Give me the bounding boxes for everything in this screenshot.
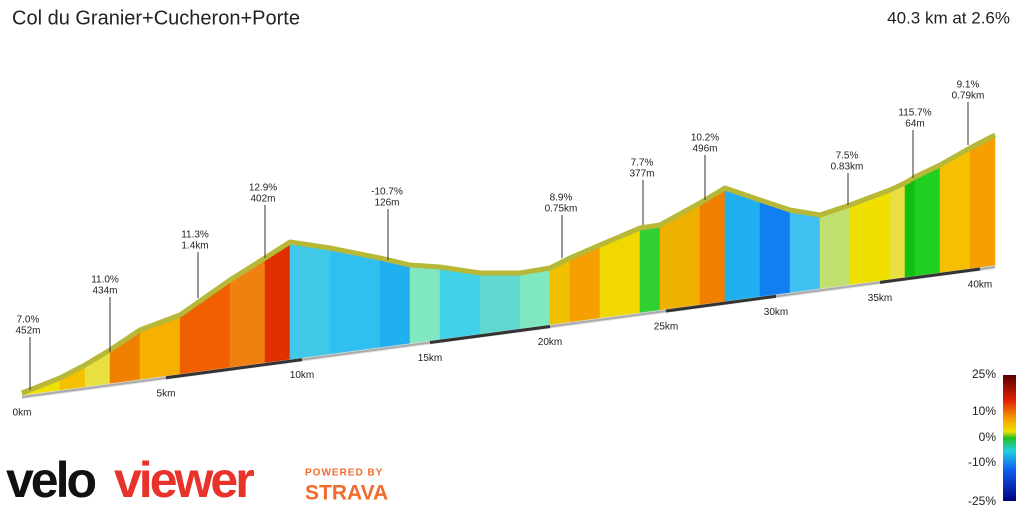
km-band xyxy=(665,294,777,313)
annotation-gradient: 7.0% xyxy=(17,315,40,326)
distance-label: 10km xyxy=(290,370,314,381)
distance-label: 35km xyxy=(868,293,892,304)
annotation-length: 496m xyxy=(692,144,717,155)
distance-label: 20km xyxy=(538,337,562,348)
annotation-length: 377m xyxy=(629,169,654,180)
annotation-length: 402m xyxy=(250,194,275,205)
distance-label: 15km xyxy=(418,353,442,364)
profile-strip xyxy=(379,257,411,348)
annotation-gradient: 9.1% xyxy=(957,80,980,91)
profile-strip xyxy=(519,267,551,329)
profile-top xyxy=(21,132,997,396)
annotation-gradient: 10.2% xyxy=(691,133,719,144)
profile-strip xyxy=(724,187,761,302)
annotation-gradient: -10.7% xyxy=(371,187,403,198)
profile-strip xyxy=(289,241,331,360)
profile-strip xyxy=(759,199,791,297)
strava: STRAVA xyxy=(305,482,388,505)
km-band xyxy=(165,358,303,380)
profile-strip xyxy=(819,204,851,289)
distance-label: 30km xyxy=(764,307,788,318)
profile-strip xyxy=(264,241,291,363)
annotation-length: 434m xyxy=(92,286,117,297)
profile-strip xyxy=(409,264,441,344)
profile-strip xyxy=(329,247,381,355)
annotation-length: 0.75km xyxy=(545,204,578,215)
annotation-length: 1.4km xyxy=(181,241,208,252)
profile-strip xyxy=(914,164,941,276)
legend-label: -10% xyxy=(968,455,996,469)
profile-strip xyxy=(439,266,481,340)
profile-strip xyxy=(939,147,971,273)
annotation-length: 0.83km xyxy=(831,162,864,173)
distance-label: 0km xyxy=(13,408,32,419)
annotation-gradient: 8.9% xyxy=(550,193,573,204)
annotation-gradient: 7.5% xyxy=(836,151,859,162)
profile-strip xyxy=(639,224,661,313)
legend-label: 0% xyxy=(979,430,997,444)
summary: 40.3 km at 2.6% xyxy=(887,8,1010,27)
profile-strip xyxy=(699,187,726,305)
distance-label: 40km xyxy=(968,280,992,291)
profile-strip xyxy=(889,182,906,280)
annotation-gradient: 115.7% xyxy=(898,108,931,119)
legend-bar xyxy=(1003,375,1016,501)
title: Col du Granier+Cucheron+Porte xyxy=(12,7,300,29)
annotation-gradient: 12.9% xyxy=(249,183,277,194)
logo-viewer: viewer xyxy=(114,452,254,508)
profile-strip xyxy=(479,272,521,335)
profile xyxy=(21,132,997,399)
powered-by: POWERED BY xyxy=(305,468,383,479)
profile-strip xyxy=(904,176,916,278)
legend-label: 10% xyxy=(972,404,996,418)
annotation-gradient: 7.7% xyxy=(631,158,654,169)
distance-label: 25km xyxy=(654,322,678,333)
profile-strip xyxy=(789,209,821,293)
distance-label: 5km xyxy=(157,388,176,399)
annotation-length: 0.79km xyxy=(952,91,985,102)
annotation-length: 64m xyxy=(905,119,924,130)
legend-label: -25% xyxy=(968,494,996,508)
profile-strip xyxy=(179,279,231,375)
legend-label: 25% xyxy=(972,367,996,381)
annotation-gradient: 11.0% xyxy=(91,275,119,286)
km-band xyxy=(429,324,551,344)
annotation-length: 126m xyxy=(374,198,399,209)
annotation-length: 452m xyxy=(15,326,40,337)
logo-velo: velo xyxy=(6,452,96,508)
profile-strip xyxy=(969,134,996,269)
km-band xyxy=(879,267,981,284)
annotation-gradient: 11.3% xyxy=(181,230,209,241)
